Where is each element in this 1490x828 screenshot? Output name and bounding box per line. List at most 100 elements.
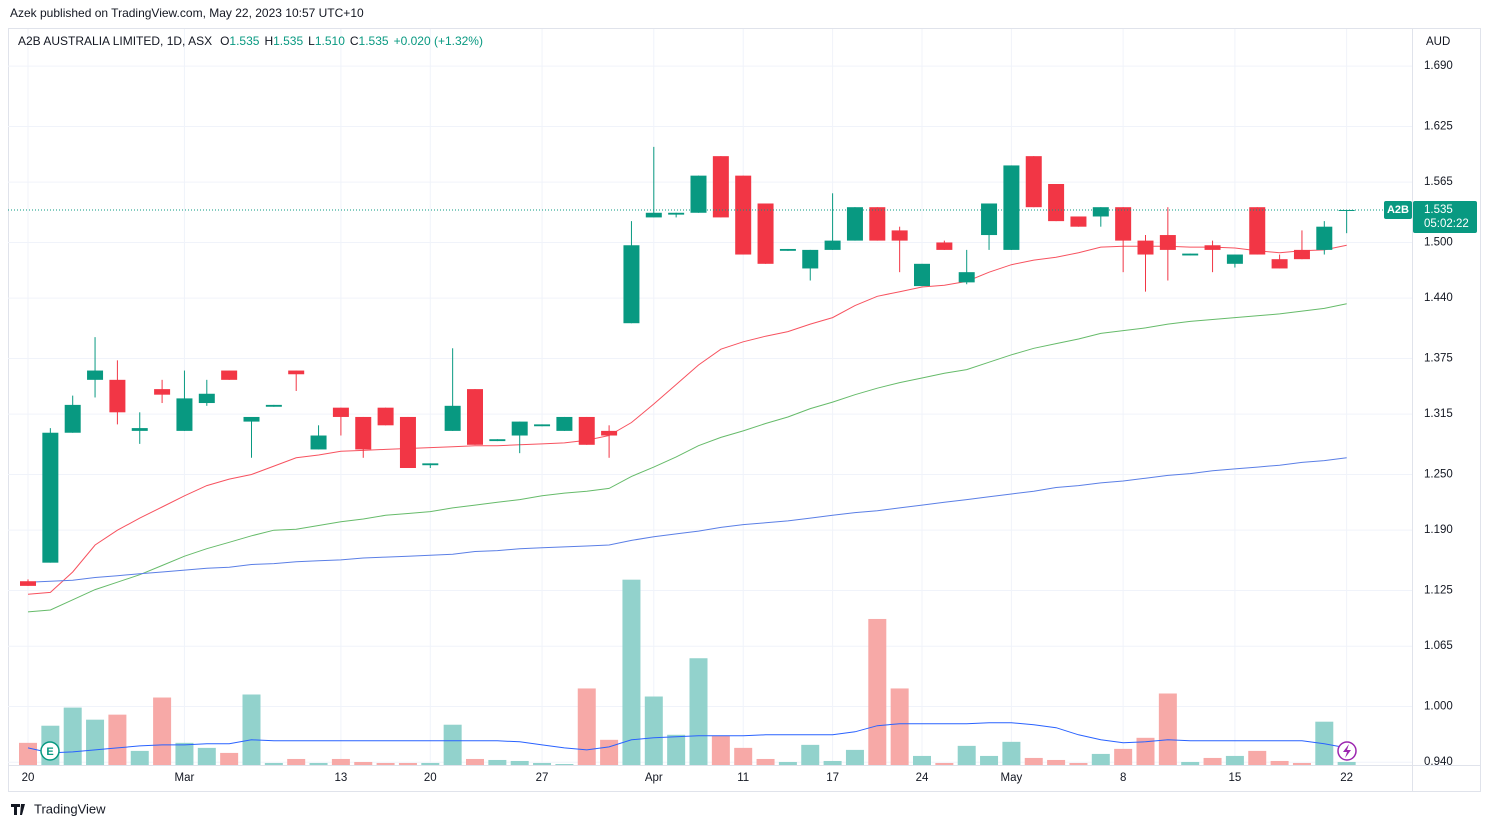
- candle-body: [42, 432, 59, 563]
- volume-bar: [1337, 761, 1356, 765]
- candle-body: [802, 249, 819, 269]
- candle-body: [1159, 235, 1176, 250]
- volume-bar: [398, 762, 417, 765]
- o-value: 1.535: [229, 34, 259, 48]
- price-tag: [1413, 200, 1477, 233]
- volume-bar: [1248, 750, 1267, 765]
- candle-body: [891, 230, 908, 241]
- x-tick-label: 8: [1120, 772, 1126, 784]
- volume-bar: [86, 719, 105, 765]
- candle-body: [511, 421, 528, 436]
- volume-bar: [1114, 748, 1133, 765]
- candle-body: [981, 203, 998, 236]
- x-tick-label: 11: [737, 772, 749, 784]
- candle-body: [735, 175, 752, 255]
- y-tick-label: 1.000: [1424, 701, 1453, 713]
- candle-body: [221, 370, 238, 380]
- candle-body: [377, 407, 394, 426]
- earnings-letter[interactable]: E: [46, 746, 53, 758]
- x-tick-label: May: [1001, 772, 1023, 784]
- candle-body: [645, 212, 662, 218]
- volume-bar: [421, 762, 440, 765]
- candle-body: [176, 398, 193, 431]
- volume-bar: [197, 747, 216, 765]
- publisher-line: Azek published on TradingView.com, May 2…: [10, 6, 364, 20]
- y-tick-label: 1.065: [1424, 640, 1453, 652]
- volume-bar: [622, 579, 641, 765]
- volume-bar: [287, 758, 306, 765]
- candle-body: [154, 389, 171, 395]
- candle-body: [1070, 216, 1087, 227]
- volume-bar: [376, 762, 395, 765]
- volume-bar: [1136, 737, 1155, 765]
- x-tick-label: Mar: [175, 772, 195, 784]
- candle-body: [332, 407, 349, 417]
- candle-body: [779, 248, 796, 251]
- volume-bar: [644, 696, 663, 765]
- volume-bar: [1047, 759, 1066, 765]
- volume-bar: [756, 758, 775, 765]
- volume-bar: [823, 760, 842, 765]
- candle-body: [310, 435, 327, 450]
- symbol-tag: [1384, 200, 1412, 219]
- volume-bar: [1292, 762, 1311, 765]
- x-tick-label: 27: [536, 772, 549, 784]
- h-value: 1.535: [273, 34, 303, 48]
- lightning-glyph: [1343, 744, 1351, 758]
- candle-body: [489, 439, 506, 442]
- price-tag-value: 1.535: [1424, 204, 1453, 216]
- candle-body: [534, 424, 551, 427]
- footer-text: TradingView: [34, 801, 106, 816]
- candle-body: [243, 416, 260, 422]
- volume-bar: [577, 688, 596, 765]
- volume-bar: [890, 688, 909, 765]
- candle-body: [1025, 156, 1042, 208]
- volume-bar: [667, 734, 686, 765]
- volume-bar: [1203, 757, 1222, 765]
- volume-bar: [108, 714, 127, 765]
- price-pane: [8, 146, 1384, 613]
- candle-body: [1115, 207, 1132, 241]
- candle-body: [1048, 183, 1065, 222]
- candle-body: [757, 203, 774, 264]
- candle-body: [87, 370, 104, 380]
- candle-body: [1316, 226, 1333, 250]
- y-tick-label: 1.375: [1424, 353, 1453, 365]
- candle-body: [1226, 254, 1243, 264]
- volume-bar: [153, 697, 172, 765]
- candle-body: [578, 416, 595, 445]
- candle-body: [288, 370, 305, 375]
- volume-bar: [1091, 753, 1110, 765]
- earnings-icon[interactable]: [40, 741, 60, 761]
- x-tick-label: 24: [916, 772, 929, 784]
- candle-body: [444, 405, 461, 431]
- volume-bar: [845, 749, 864, 765]
- h-label: H: [264, 34, 273, 48]
- candle-body: [958, 272, 975, 283]
- volume-bar: [1024, 757, 1043, 765]
- candle-body: [109, 379, 126, 413]
- volume-bar: [935, 762, 954, 765]
- footer-logo: TradingView: [11, 801, 106, 816]
- volume-bar: [63, 707, 82, 765]
- candle-body: [265, 404, 282, 407]
- x-tick-label: 17: [826, 772, 839, 784]
- candle-body: [1271, 259, 1288, 269]
- y-tick-label: 1.315: [1424, 408, 1453, 420]
- candle-body: [64, 404, 81, 433]
- volume-bar: [711, 735, 730, 765]
- volume-bar: [488, 759, 507, 765]
- y-tick-label: 1.250: [1424, 469, 1453, 481]
- volume-bar: [466, 758, 484, 765]
- volume-pane: [19, 579, 1356, 765]
- candle-body: [1182, 253, 1199, 256]
- volume-bar: [1158, 693, 1177, 765]
- y-tick-label: 1.625: [1424, 120, 1453, 132]
- x-tick-label: 20: [424, 772, 437, 784]
- volume-bar: [220, 752, 239, 765]
- candle-body: [467, 389, 483, 445]
- volume-bar: [242, 694, 261, 765]
- candle-body: [399, 416, 416, 469]
- volume-bar: [555, 763, 574, 765]
- x-tick-label: 13: [335, 772, 348, 784]
